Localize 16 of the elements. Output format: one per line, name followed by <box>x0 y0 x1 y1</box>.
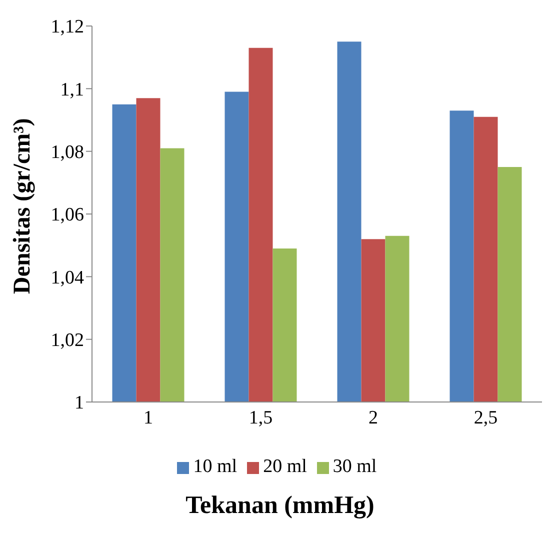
x-axis-title: Tekanan (mmHg) <box>184 492 376 520</box>
y-tick-label: 1 <box>74 392 84 414</box>
x-tick-label: 2 <box>368 407 378 428</box>
y-tick-label: 1,02 <box>50 330 84 352</box>
x-tick-label: 1 <box>144 407 153 428</box>
legend-label: 30 ml <box>332 456 377 477</box>
x-tick-label: 1,5 <box>248 407 273 428</box>
y-tick-label: 1,08 <box>50 142 84 164</box>
y-axis-title: Densitas (gr/cm³) <box>10 118 36 294</box>
y-tick-label: 1,1 <box>60 79 84 100</box>
y-tick-label: 1,12 <box>50 16 84 38</box>
y-tick-label: 1,04 <box>50 267 84 288</box>
y-tick-label: 1,06 <box>50 204 84 226</box>
x-tick-label: 2,5 <box>474 407 498 428</box>
legend-label: 10 ml <box>193 456 238 477</box>
legend-label: 20 ml <box>263 456 307 477</box>
